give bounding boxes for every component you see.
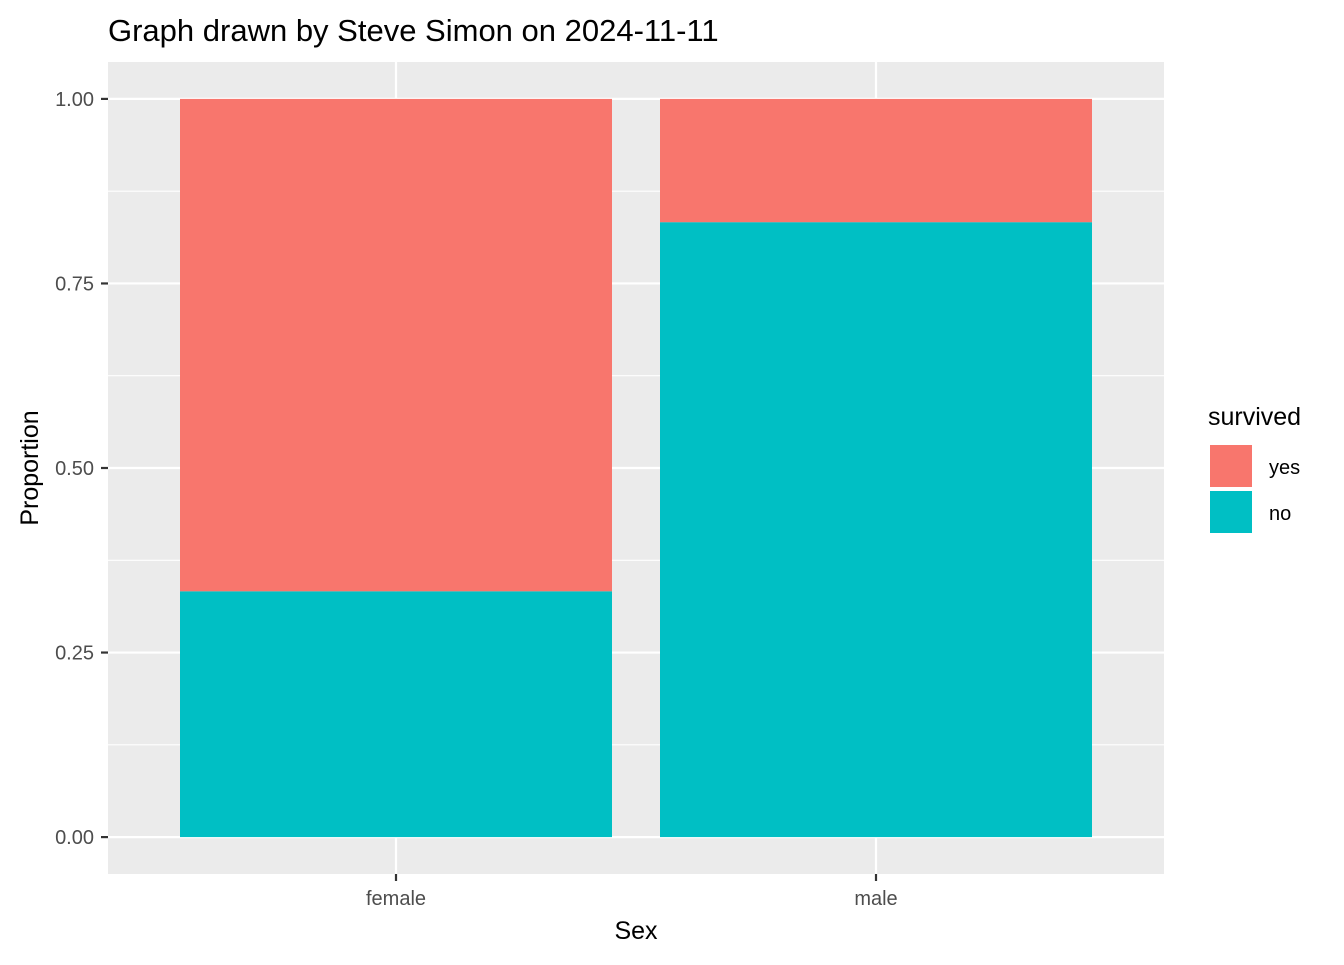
bar-yes-male [660, 98, 1092, 223]
x-axis: female male [366, 874, 898, 910]
y-axis: 0.00 0.25 0.50 0.75 1.00 [55, 89, 108, 849]
x-tick-label: male [854, 888, 897, 910]
x-tick-label: female [366, 888, 426, 910]
chart-title: Graph drawn by Steve Simon on 2024-11-11 [108, 13, 719, 48]
legend-title: survived [1208, 403, 1301, 431]
bars [180, 98, 1092, 838]
legend-label-no: no [1269, 503, 1291, 525]
y-tick-label: 0.50 [55, 458, 94, 480]
legend-entries: yes no [1208, 443, 1300, 535]
y-tick-label: 0.75 [55, 273, 94, 295]
y-axis-label: Proportion [16, 410, 44, 525]
legend-label-yes: yes [1269, 457, 1300, 479]
bar-no-female [180, 591, 612, 838]
y-tick-label: 0.00 [55, 827, 94, 849]
y-tick-label: 1.00 [55, 89, 94, 111]
x-axis-label: Sex [614, 917, 658, 945]
legend-key-yes [1208, 443, 1254, 489]
y-tick-label: 0.25 [55, 643, 94, 665]
bar-no-male [660, 222, 1092, 838]
bar-yes-female [180, 98, 612, 592]
legend: survived yes no [1208, 403, 1301, 535]
legend-key-no [1208, 489, 1254, 535]
